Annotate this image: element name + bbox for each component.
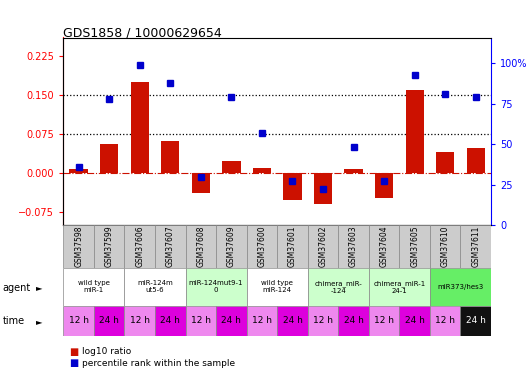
Text: GSM37610: GSM37610	[441, 226, 450, 267]
Text: chimera_miR-
-124: chimera_miR- -124	[314, 280, 362, 294]
Bar	[430, 225, 460, 268]
Text: wild type
miR-124: wild type miR-124	[261, 280, 293, 293]
Bar	[192, 173, 210, 193]
Text: 24 h: 24 h	[344, 316, 363, 325]
Bar	[222, 162, 241, 173]
Text: 12 h: 12 h	[130, 316, 150, 325]
Text: GSM37607: GSM37607	[166, 226, 175, 267]
Text: 12 h: 12 h	[313, 316, 333, 325]
Bar	[161, 141, 180, 173]
Bar	[63, 225, 94, 268]
Bar	[185, 225, 216, 268]
Bar	[467, 148, 485, 173]
Text: ►: ►	[36, 317, 42, 326]
Bar	[338, 225, 369, 268]
Text: ►: ►	[36, 283, 42, 292]
Bar	[70, 169, 88, 173]
Bar	[375, 173, 393, 198]
Text: GSM37603: GSM37603	[349, 226, 358, 267]
Bar	[406, 90, 424, 173]
Text: 12 h: 12 h	[374, 316, 394, 325]
Bar	[369, 306, 399, 336]
Text: GSM37602: GSM37602	[318, 226, 327, 267]
Text: 12 h: 12 h	[69, 316, 89, 325]
Bar	[247, 225, 277, 268]
Text: GSM37604: GSM37604	[380, 226, 389, 267]
Text: percentile rank within the sample: percentile rank within the sample	[82, 358, 235, 368]
Bar	[185, 268, 247, 306]
Bar	[247, 306, 277, 336]
Text: GSM37598: GSM37598	[74, 226, 83, 267]
Bar	[314, 173, 332, 204]
Text: GSM37601: GSM37601	[288, 226, 297, 267]
Bar	[125, 306, 155, 336]
Bar	[277, 306, 308, 336]
Bar	[308, 268, 369, 306]
Bar	[155, 225, 185, 268]
Bar	[125, 268, 185, 306]
Bar	[308, 225, 338, 268]
Text: 12 h: 12 h	[191, 316, 211, 325]
Text: 24 h: 24 h	[161, 316, 180, 325]
Bar	[94, 225, 125, 268]
Bar	[185, 306, 216, 336]
Text: GSM37600: GSM37600	[258, 226, 267, 267]
Text: GSM37608: GSM37608	[196, 226, 205, 267]
Bar	[436, 152, 455, 173]
Text: 24 h: 24 h	[466, 316, 486, 325]
Text: ■: ■	[69, 358, 78, 368]
Text: agent: agent	[3, 283, 31, 292]
Text: ■: ■	[69, 347, 78, 357]
Text: wild type
miR-1: wild type miR-1	[78, 280, 110, 293]
Text: 12 h: 12 h	[435, 316, 455, 325]
Bar	[277, 225, 308, 268]
Bar	[399, 225, 430, 268]
Bar	[399, 306, 430, 336]
Bar	[308, 306, 338, 336]
Bar	[430, 268, 491, 306]
Bar	[130, 82, 149, 173]
Bar	[247, 268, 308, 306]
Bar	[216, 225, 247, 268]
Bar	[63, 306, 94, 336]
Bar	[155, 306, 185, 336]
Bar	[253, 168, 271, 173]
Text: miR-124m
ut5-6: miR-124m ut5-6	[137, 280, 173, 293]
Text: GSM37605: GSM37605	[410, 226, 419, 267]
Text: time: time	[3, 316, 25, 326]
Text: 24 h: 24 h	[405, 316, 425, 325]
Text: GSM37611: GSM37611	[472, 226, 480, 267]
Bar	[94, 306, 125, 336]
Text: GSM37609: GSM37609	[227, 226, 236, 267]
Bar	[100, 144, 118, 173]
Text: chimera_miR-1
24-1: chimera_miR-1 24-1	[373, 280, 426, 294]
Text: GSM37599: GSM37599	[105, 226, 114, 267]
Text: 24 h: 24 h	[282, 316, 303, 325]
Bar	[284, 173, 301, 200]
Text: miR373/hes3: miR373/hes3	[437, 284, 484, 290]
Bar	[460, 306, 491, 336]
Text: 24 h: 24 h	[221, 316, 241, 325]
Bar	[344, 169, 363, 173]
Text: miR-124mut9-1
0: miR-124mut9-1 0	[189, 280, 243, 293]
Bar	[369, 268, 430, 306]
Bar	[216, 306, 247, 336]
Bar	[125, 225, 155, 268]
Bar	[63, 268, 125, 306]
Text: 12 h: 12 h	[252, 316, 272, 325]
Text: log10 ratio: log10 ratio	[82, 347, 131, 356]
Text: GDS1858 / 10000629654: GDS1858 / 10000629654	[63, 26, 222, 39]
Bar	[430, 306, 460, 336]
Bar	[460, 225, 491, 268]
Bar	[338, 306, 369, 336]
Text: GSM37606: GSM37606	[135, 226, 144, 267]
Bar	[369, 225, 399, 268]
Text: 24 h: 24 h	[99, 316, 119, 325]
